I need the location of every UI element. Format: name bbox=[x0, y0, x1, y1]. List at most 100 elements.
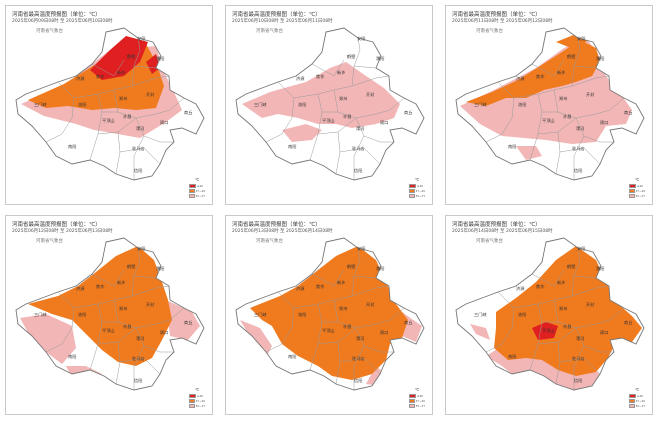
panel-date-range: 2025年06月11日08时 至 2025年06月12日08时 bbox=[452, 19, 553, 24]
temp-zone-35-37 bbox=[20, 314, 76, 364]
temperature-legend: ℃ ≥40 37~40 35~37 bbox=[629, 177, 645, 198]
panel-title: 河南省最高温度预报图（单位：℃） bbox=[452, 12, 541, 18]
city-label-shangqiu: 商丘 bbox=[404, 319, 412, 326]
panel-date-range: 2025年06月13日08时 至 2025年06月14日08时 bbox=[232, 229, 333, 234]
temp-zone-35-37 bbox=[242, 62, 400, 128]
legend-unit: ℃ bbox=[414, 177, 420, 182]
legend-swatch bbox=[629, 193, 635, 198]
legend-label: 37~40 bbox=[635, 188, 645, 193]
temp-zone-37-40 bbox=[250, 246, 408, 380]
prefecture-border bbox=[351, 247, 361, 297]
city-label-pingdingshan: 平顶山 bbox=[322, 327, 335, 334]
city-label-xinxiang: 新乡 bbox=[117, 69, 125, 76]
city-label-xuchang: 许昌 bbox=[563, 323, 571, 330]
panel-organization: 河南省气象台 bbox=[476, 29, 503, 34]
legend-label: 35~37 bbox=[195, 403, 205, 408]
prefecture-border bbox=[353, 345, 365, 390]
prefecture-border bbox=[353, 135, 365, 180]
prefecture-border bbox=[355, 327, 394, 353]
prefecture-border bbox=[351, 37, 361, 87]
city-label-zhengzhou: 郑州 bbox=[119, 305, 127, 312]
panel-date-range: 2025年06月10日08时 至 2025年06月11日08时 bbox=[232, 19, 333, 24]
city-label-xinxiang: 新乡 bbox=[557, 279, 565, 286]
city-label-pingdingshan: 平顶山 bbox=[102, 327, 115, 334]
city-label-jiaozuo: 焦作 bbox=[96, 283, 105, 290]
prefecture-border bbox=[45, 291, 75, 353]
legend-item: 35~37 bbox=[629, 193, 645, 198]
prefecture-border bbox=[573, 65, 597, 69]
legend-swatch bbox=[189, 193, 195, 198]
city-label-zhengzhou: 郑州 bbox=[339, 95, 347, 102]
city-label-jiyuan: 济源 bbox=[296, 285, 305, 292]
city-label-zhumadian: 驻马店 bbox=[572, 145, 585, 152]
panel-organization: 河南省气象台 bbox=[256, 29, 283, 34]
city-label-jiaozuo: 焦作 bbox=[316, 73, 325, 80]
legend-swatch bbox=[189, 188, 195, 193]
forecast-panel: 河南省最高温度预报图（单位：℃） 2025年06月14日08时 至 2025年06… bbox=[445, 215, 653, 415]
prefecture-border bbox=[531, 59, 565, 77]
city-label-zhumadian: 驻马店 bbox=[132, 145, 145, 152]
city-label-nanyang: 南阳 bbox=[288, 143, 296, 150]
city-label-zhumadian: 驻马店 bbox=[572, 355, 585, 362]
city-label-pingdingshan: 平顶山 bbox=[542, 117, 555, 124]
prefecture-border bbox=[131, 247, 141, 297]
province-outline bbox=[455, 237, 645, 391]
city-label-jiaozuo: 焦作 bbox=[536, 283, 545, 290]
city-label-luoyang: 洛阳 bbox=[298, 311, 306, 318]
temperature-legend: ℃ ≥40 37~40 35~37 bbox=[409, 387, 425, 408]
city-label-anyang: 安阳 bbox=[137, 35, 145, 42]
city-label-zhengzhou: 郑州 bbox=[559, 95, 567, 102]
temp-zone-37-40 bbox=[494, 246, 642, 376]
panel-title: 河南省最高温度预报图（单位：℃） bbox=[232, 222, 321, 228]
legend-item: ≥40 bbox=[409, 393, 425, 398]
forecast-panel: 河南省最高温度预报图（单位：℃） 2025年06月13日08时 至 2025年06… bbox=[225, 215, 433, 415]
prefecture-border bbox=[485, 291, 515, 353]
city-label-puyang: 濮阳 bbox=[376, 265, 384, 272]
city-label-jiyuan: 济源 bbox=[516, 285, 525, 292]
temp-zone-35-37 bbox=[282, 124, 322, 142]
city-label-zhoukou: 周口 bbox=[380, 120, 388, 126]
prefecture-border bbox=[73, 75, 170, 99]
city-label-zhoukou: 周口 bbox=[600, 330, 608, 336]
temp-zone-40-plus bbox=[532, 322, 558, 340]
legend-label: 35~37 bbox=[415, 403, 425, 408]
legend-label: 35~37 bbox=[415, 193, 425, 198]
city-label-luoyang: 洛阳 bbox=[78, 101, 86, 108]
city-label-xuchang: 许昌 bbox=[343, 113, 351, 120]
prefecture-border bbox=[133, 275, 157, 279]
city-label-pingdingshan: 平顶山 bbox=[542, 327, 555, 334]
city-label-pingdingshan: 平顶山 bbox=[102, 117, 115, 124]
legend-swatch bbox=[629, 393, 636, 398]
legend-unit: ℃ bbox=[194, 387, 200, 392]
city-label-jiaozuo: 焦作 bbox=[536, 73, 545, 80]
city-label-luoyang: 洛阳 bbox=[298, 101, 306, 108]
city-label-luohe: 漯河 bbox=[356, 335, 365, 341]
province-outline bbox=[15, 27, 205, 181]
prefecture-border bbox=[529, 303, 543, 371]
legend-item: 35~37 bbox=[629, 403, 645, 408]
city-label-jiyuan: 济源 bbox=[76, 75, 85, 82]
legend-swatch bbox=[409, 403, 415, 408]
panel-organization: 河南省气象台 bbox=[476, 239, 503, 244]
prefecture-border bbox=[265, 81, 295, 143]
city-label-shangqiu: 商丘 bbox=[184, 319, 192, 326]
city-label-hebi: 鹤壁 bbox=[347, 53, 355, 60]
prefecture-border bbox=[575, 327, 614, 353]
prefecture-border bbox=[571, 247, 581, 297]
city-label-shangqiu: 商丘 bbox=[184, 109, 192, 116]
city-label-nanyang: 南阳 bbox=[288, 353, 296, 360]
legend-label: ≥40 bbox=[197, 183, 203, 188]
legend-item: 37~40 bbox=[409, 188, 425, 193]
prefecture-border bbox=[513, 285, 610, 309]
legend-label: ≥40 bbox=[197, 393, 203, 398]
prefecture-border bbox=[119, 147, 161, 165]
legend-item: 35~37 bbox=[189, 403, 205, 408]
prefecture-border bbox=[559, 147, 601, 165]
legend-swatch bbox=[409, 393, 416, 398]
city-label-luoyang: 洛阳 bbox=[78, 311, 86, 318]
city-label-xinyang: 信阳 bbox=[134, 377, 142, 384]
city-label-kaifeng: 开封 bbox=[146, 91, 154, 98]
city-label-xuchang: 许昌 bbox=[123, 113, 131, 120]
